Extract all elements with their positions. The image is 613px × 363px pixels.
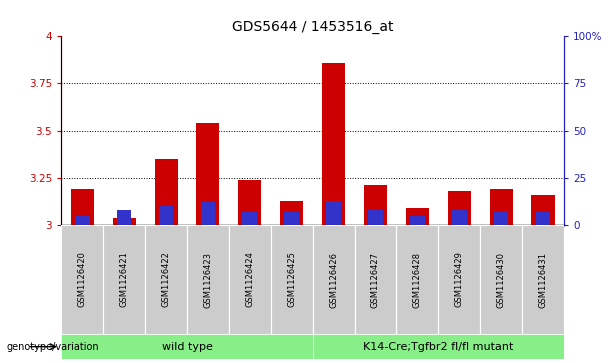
Text: GSM1126428: GSM1126428 bbox=[413, 252, 422, 307]
Bar bbox=[200, 203, 215, 225]
Text: GSM1126429: GSM1126429 bbox=[455, 252, 464, 307]
Text: GSM1126426: GSM1126426 bbox=[329, 252, 338, 307]
Text: GSM1126420: GSM1126420 bbox=[78, 252, 87, 307]
Bar bbox=[368, 210, 383, 225]
Bar bbox=[438, 225, 480, 334]
Text: wild type: wild type bbox=[162, 342, 212, 352]
Bar bbox=[531, 195, 555, 225]
Text: GSM1126421: GSM1126421 bbox=[120, 252, 129, 307]
Bar bbox=[196, 123, 219, 225]
Bar bbox=[406, 208, 429, 225]
Bar bbox=[480, 225, 522, 334]
Bar bbox=[494, 212, 508, 225]
Bar bbox=[284, 212, 299, 225]
Bar bbox=[452, 210, 466, 225]
Text: genotype/variation: genotype/variation bbox=[6, 342, 99, 352]
Bar bbox=[243, 212, 257, 225]
Bar bbox=[313, 334, 564, 359]
Bar bbox=[536, 212, 550, 225]
Bar bbox=[117, 210, 131, 225]
Bar bbox=[447, 191, 471, 225]
Bar bbox=[271, 225, 313, 334]
Bar bbox=[159, 206, 173, 225]
Bar bbox=[145, 225, 187, 334]
Text: GSM1126423: GSM1126423 bbox=[204, 252, 213, 307]
Bar bbox=[397, 225, 438, 334]
Text: GSM1126424: GSM1126424 bbox=[245, 252, 254, 307]
Bar bbox=[326, 200, 341, 225]
Text: GSM1126425: GSM1126425 bbox=[287, 252, 296, 307]
Bar bbox=[154, 159, 178, 225]
Title: GDS5644 / 1453516_at: GDS5644 / 1453516_at bbox=[232, 20, 394, 34]
Bar bbox=[61, 334, 313, 359]
Bar bbox=[61, 225, 103, 334]
Bar bbox=[322, 63, 345, 225]
Bar bbox=[490, 189, 512, 225]
Bar bbox=[113, 217, 135, 225]
Bar bbox=[410, 216, 425, 225]
Text: GSM1126431: GSM1126431 bbox=[538, 252, 547, 307]
Text: K14-Cre;Tgfbr2 fl/fl mutant: K14-Cre;Tgfbr2 fl/fl mutant bbox=[363, 342, 514, 352]
Bar bbox=[229, 225, 271, 334]
Text: GSM1126422: GSM1126422 bbox=[161, 252, 170, 307]
Bar bbox=[103, 225, 145, 334]
Text: GSM1126427: GSM1126427 bbox=[371, 252, 380, 307]
Bar bbox=[280, 200, 303, 225]
Bar bbox=[364, 185, 387, 225]
Bar bbox=[354, 225, 397, 334]
Bar bbox=[522, 225, 564, 334]
Bar bbox=[187, 225, 229, 334]
Bar bbox=[313, 225, 354, 334]
Text: GSM1126430: GSM1126430 bbox=[497, 252, 506, 307]
Bar bbox=[238, 180, 261, 225]
Bar bbox=[70, 189, 94, 225]
Bar bbox=[75, 216, 89, 225]
